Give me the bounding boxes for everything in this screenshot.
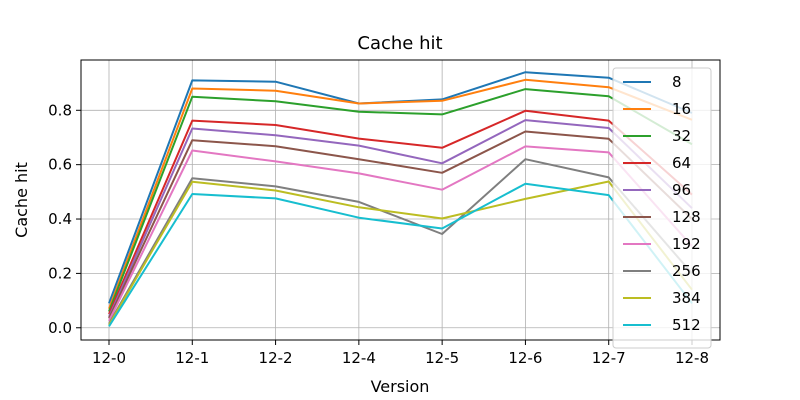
x-tick-label: 12-6	[508, 349, 542, 367]
series-line-128	[108, 130, 693, 319]
y-tick-label: 0.4	[48, 210, 72, 228]
series-line-512	[108, 182, 693, 327]
x-axis: 12-0 12-1 12-2 12-4 12-5 12-6 12-7 12-8	[92, 340, 709, 367]
x-tick-label: 12-4	[342, 349, 376, 367]
x-tick-label: 12-2	[259, 349, 293, 367]
legend-label: 256	[672, 262, 701, 280]
legend-label: 96	[672, 181, 691, 199]
y-tick-label: 0.6	[48, 156, 72, 174]
x-tick-label: 12-7	[592, 349, 626, 367]
series-line-192	[108, 145, 693, 322]
y-tick-label: 0.8	[48, 101, 72, 119]
plot-frame	[80, 59, 721, 341]
series-line-32	[108, 88, 693, 312]
series-line-96	[108, 119, 693, 318]
legend-label: 384	[672, 289, 701, 307]
chart-title: Cache hit	[357, 33, 442, 54]
legend-label: 32	[672, 127, 691, 145]
legend-label: 192	[672, 235, 701, 253]
series-layer	[108, 71, 693, 327]
x-tick-label: 12-8	[675, 349, 709, 367]
series-line-64	[108, 109, 693, 315]
y-tick-label: 0.2	[48, 264, 72, 282]
legend-label: 8	[672, 73, 682, 91]
x-tick-label: 12-0	[92, 349, 126, 367]
legend: 8 16 32 64 96 128 192 256 384 512	[612, 67, 712, 349]
x-axis-label: Version	[371, 377, 430, 396]
series-line-16	[108, 78, 693, 310]
y-axis: 0.0 0.2 0.4 0.6 0.8	[48, 101, 81, 337]
series-line-256	[108, 158, 693, 325]
legend-label: 128	[672, 208, 701, 226]
series-line-8	[108, 71, 693, 304]
y-axis-label: Cache hit	[12, 162, 31, 238]
x-tick-label: 12-1	[175, 349, 209, 367]
series-line-384	[108, 180, 693, 326]
y-tick-label: 0.0	[48, 319, 72, 337]
legend-box	[612, 67, 712, 349]
legend-label: 16	[672, 100, 691, 118]
legend-label: 512	[672, 316, 701, 334]
legend-label: 64	[672, 154, 691, 172]
x-tick-label: 12-5	[425, 349, 459, 367]
